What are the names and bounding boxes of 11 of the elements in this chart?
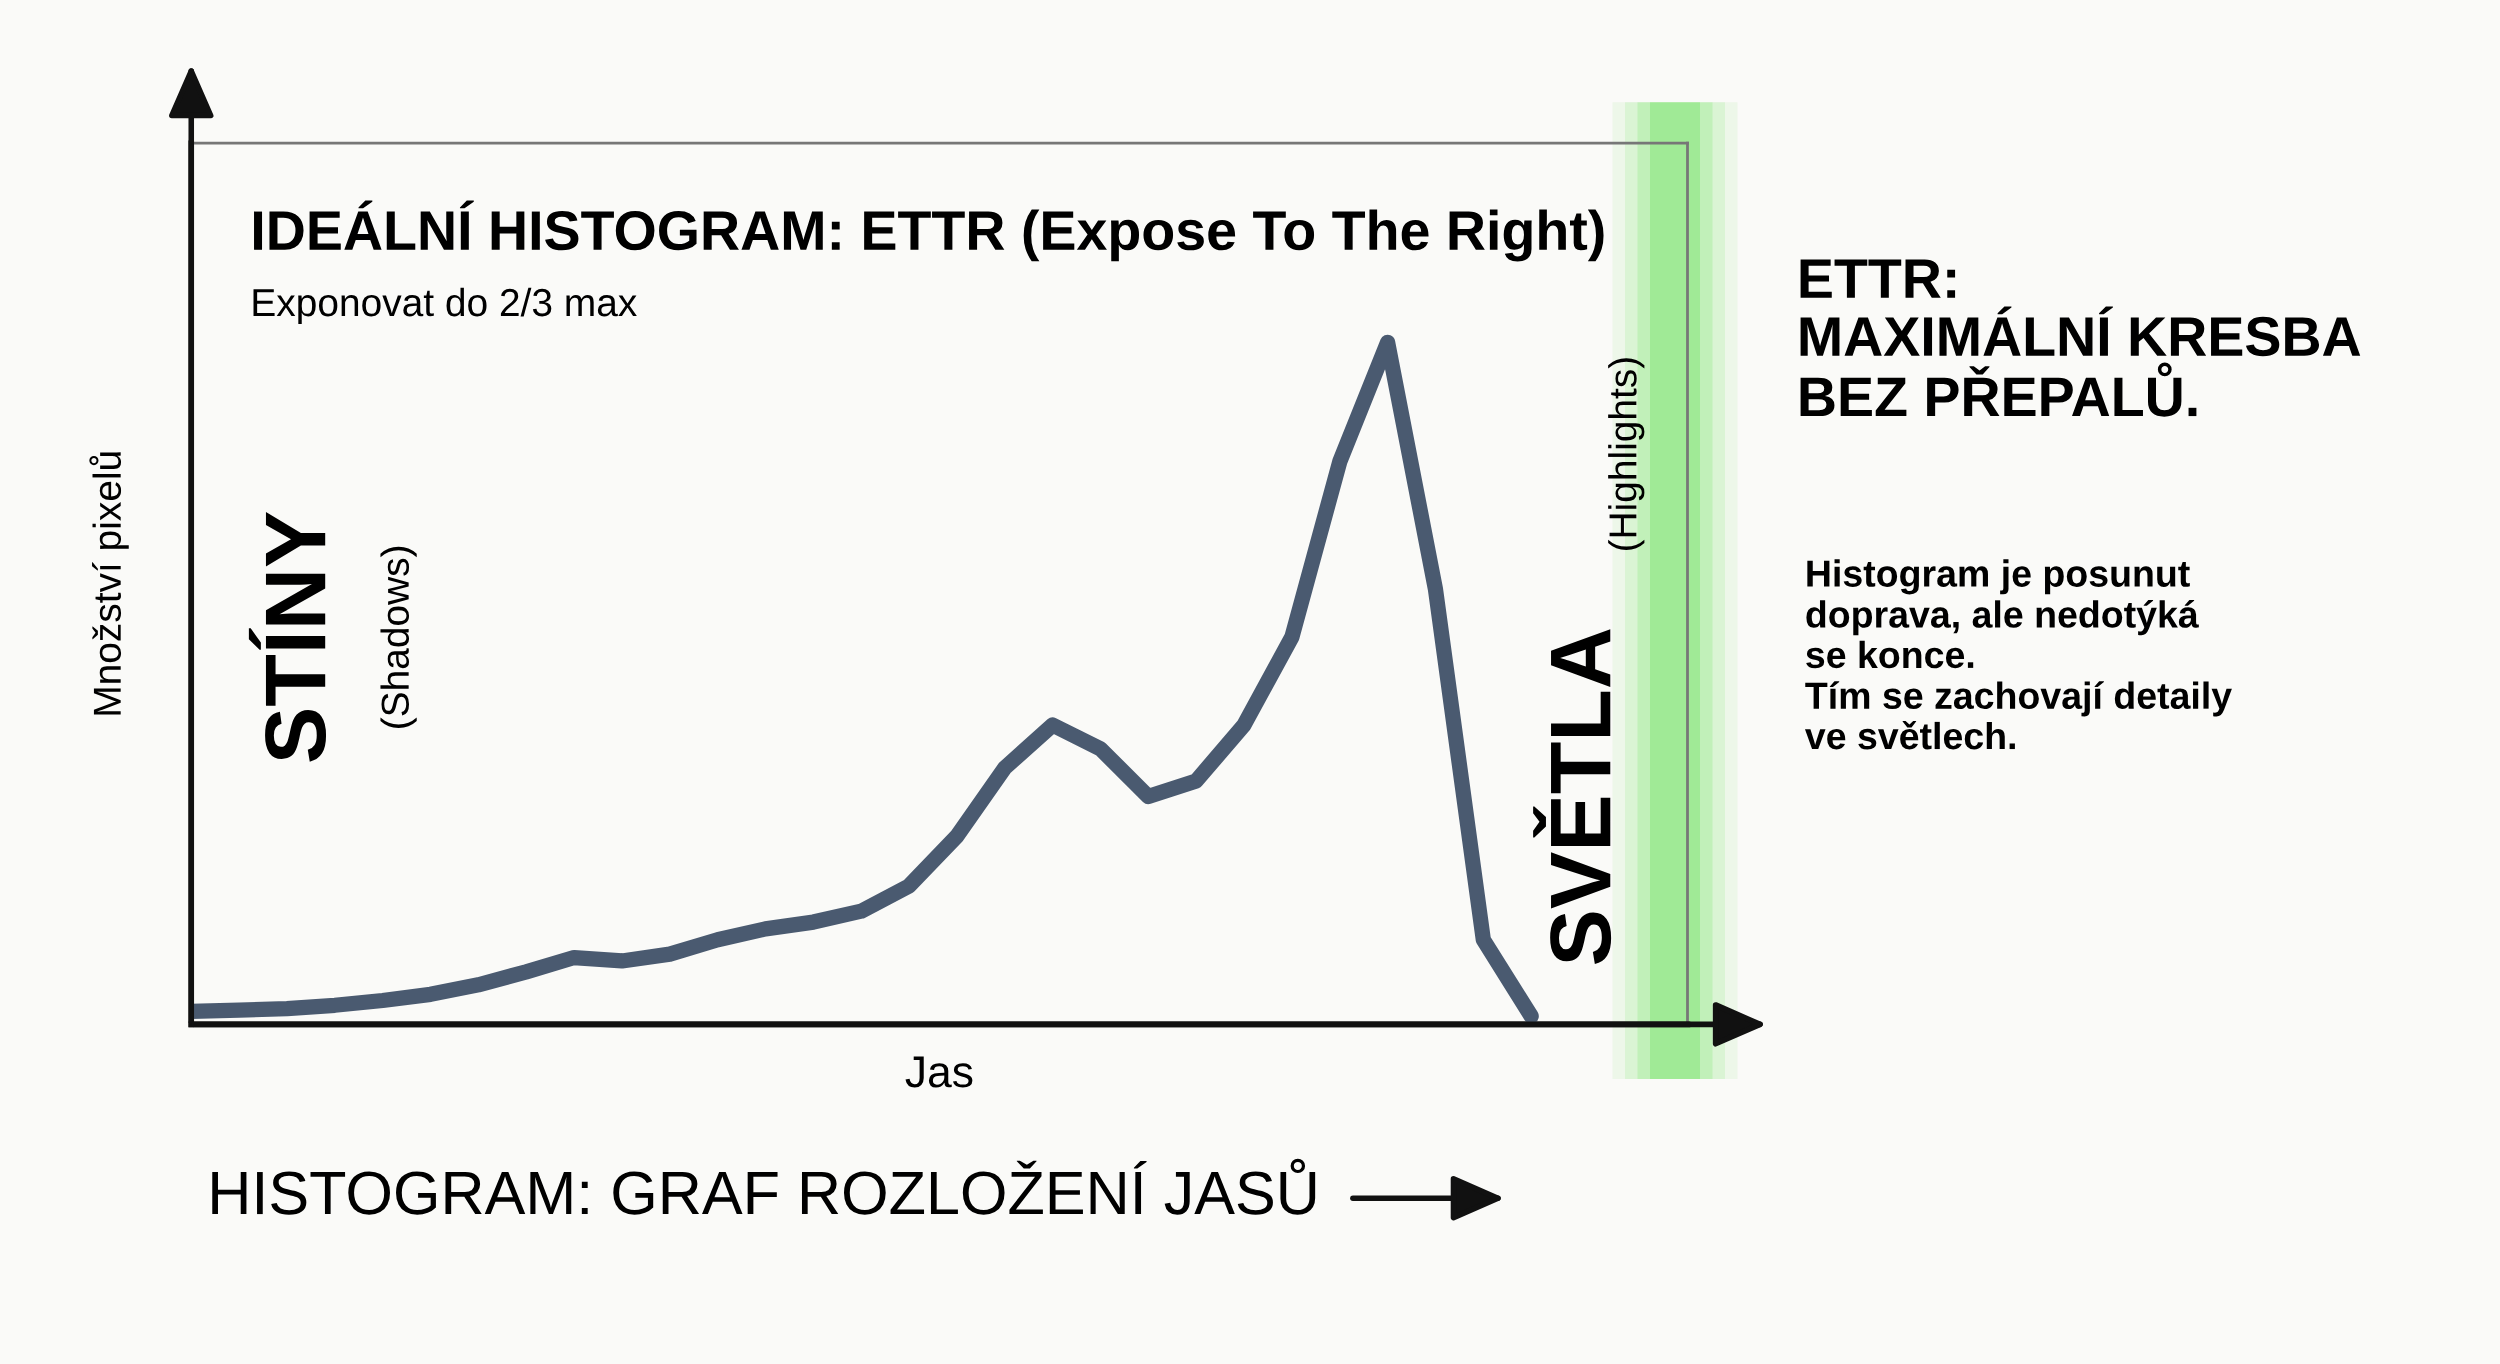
annotation: STÍNY bbox=[248, 511, 327, 762]
y-axis-title: Množství pixelů bbox=[89, 452, 129, 715]
text: (Highlights) bbox=[1608, 358, 1645, 551]
x-axis-title: Jas bbox=[905, 1056, 973, 1088]
text: ETTR: MAXIMÁLNÍ KRESBA BEZ PŘEPALŮ. bbox=[1800, 259, 2361, 417]
chart-subtitle: Exponovat do 2/3 max bbox=[253, 287, 637, 325]
annotation: (Shadows) bbox=[380, 546, 417, 728]
annotation: SVĚTLA bbox=[1533, 629, 1612, 965]
chart-title: IDEÁLNÍ HISTOGRAM: ETTR (Expose To The Right) bbox=[254, 200, 1604, 262]
text: Histogram je posunut doprava, ale nedotýká se konce. Tím se zachovají detaily ve světlech. bbox=[1804, 559, 2232, 750]
text: HISTOGRAM: GRAF ROZLOŽENÍ JASŮ bbox=[212, 1158, 1316, 1215]
